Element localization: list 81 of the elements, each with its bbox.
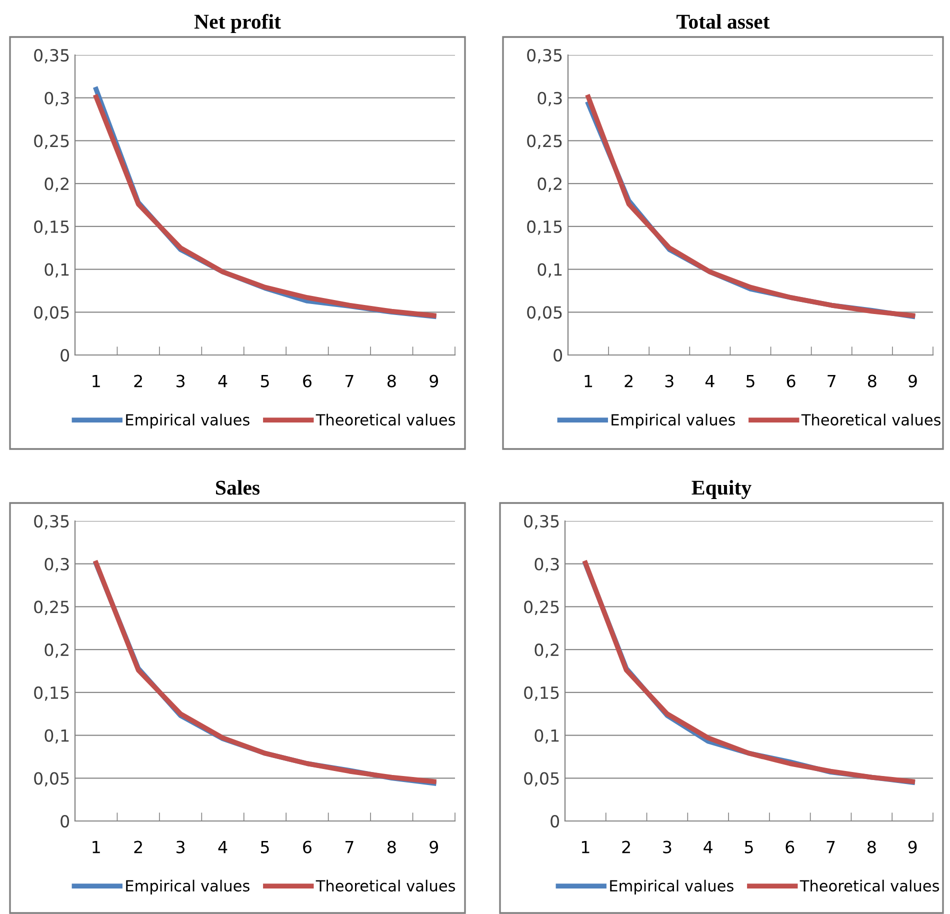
x-tick-label: 2 [134,840,142,854]
x-tick-label: 5 [746,374,754,388]
chart-title: Net profit [194,14,281,33]
y-tick-label: 0,2 [534,644,558,658]
x-tick-label: 7 [828,374,836,388]
legend-label: Empirical values [610,880,734,895]
y-tick-label: 0,1 [538,263,562,278]
x-tick-label: 2 [622,840,630,854]
y-tick-label: 0,2 [44,644,68,658]
x-tick-label: 4 [218,374,228,388]
legend-label: Empirical values [612,414,735,429]
x-tick-label: 9 [430,374,438,388]
y-tick-label: 0,2 [538,178,562,192]
y-tick-label: 0,25 [34,134,69,149]
x-tick-label: 3 [665,374,674,388]
y-tick-label: 0,25 [34,600,69,615]
legend-label: Theoretical values [800,880,940,892]
y-tick-label: 0,05 [34,306,69,320]
y-tick-label: 0,1 [44,729,69,744]
chart-title: Sales [216,480,260,495]
x-tick-label: 8 [868,374,876,388]
legend-label: Empirical values [126,880,250,895]
x-tick-label: 2 [624,374,632,388]
x-tick-label: 3 [176,374,185,388]
legend-label: Empirical values [126,414,250,429]
x-tick-label: 8 [387,374,396,388]
y-tick-label: 0,25 [527,134,562,149]
x-tick-label: 1 [92,374,100,388]
y-tick-label: 0,05 [527,306,562,320]
y-tick-label: 0,35 [34,48,69,64]
y-tick-label: 0,25 [524,600,559,615]
y-tick-label: 0,3 [44,92,69,106]
y-tick-label: 0,15 [524,686,559,701]
x-tick-label: 7 [346,374,354,388]
y-tick-label: 0,2 [44,178,68,192]
x-tick-label: 8 [387,840,396,854]
x-tick-label: 2 [134,374,142,388]
x-tick-label: 5 [260,840,269,854]
y-tick-label: 0,05 [524,772,559,786]
chart-title: Equity [692,480,752,499]
x-tick-label: 5 [744,840,753,854]
x-tick-label: 3 [176,840,185,854]
y-tick-label: 0 [550,814,560,828]
x-tick-label: 9 [908,374,917,388]
x-tick-label: 7 [346,840,354,854]
x-tick-label: 9 [908,840,917,854]
x-tick-label: 1 [582,840,590,854]
y-tick-label: 0,3 [538,92,562,106]
legend-label: Theoretical values [316,414,456,426]
x-tick-label: 4 [704,840,712,854]
y-tick-label: 0,3 [534,558,559,572]
x-tick-label: 1 [92,840,100,854]
y-tick-label: 0,35 [524,514,559,530]
x-tick-label: 5 [260,374,269,388]
y-tick-label: 0,15 [34,220,69,235]
y-tick-label: 0 [60,348,70,362]
y-tick-label: 0,05 [34,772,69,786]
y-tick-label: 0,15 [527,220,562,235]
y-tick-label: 0,1 [534,729,559,744]
y-tick-label: 0,3 [44,558,69,572]
x-tick-label: 7 [826,840,835,854]
y-tick-label: 0 [60,814,70,828]
x-tick-label: 6 [786,840,794,854]
legend-label: Theoretical values [801,414,941,426]
y-tick-label: 0,1 [44,263,69,278]
y-tick-label: 0 [554,348,562,362]
x-tick-label: 6 [303,374,312,388]
x-tick-label: 8 [867,840,876,854]
y-tick-label: 0,35 [34,514,69,530]
y-tick-label: 0,15 [34,686,69,701]
legend-label: Theoretical values [316,880,456,892]
y-tick-label: 0,35 [527,48,562,64]
x-tick-label: 4 [218,840,228,854]
x-tick-label: 6 [303,840,312,854]
chart-title: Total asset [676,14,770,29]
x-tick-label: 4 [705,374,714,388]
line-series [586,94,916,318]
x-tick-label: 3 [663,840,672,854]
x-tick-label: 9 [430,840,438,854]
x-tick-label: 6 [786,374,796,388]
x-tick-label: 1 [584,374,592,388]
